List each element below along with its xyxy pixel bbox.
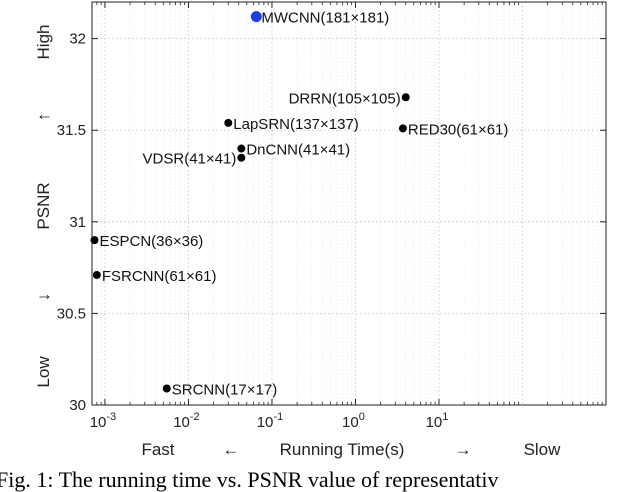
y-tick-label: 31 [69, 214, 86, 231]
data-point-marker [398, 124, 407, 133]
x-axis-fast-label: Fast [141, 440, 174, 459]
x-tick-base: 10 [173, 414, 190, 431]
data-point-label: RED30(61×61) [408, 121, 508, 138]
data-point-marker [237, 153, 246, 162]
x-tick-base: 10 [90, 414, 107, 431]
x-tick-label: 101 [426, 411, 449, 431]
x-tick-base: 10 [342, 414, 359, 431]
data-point-label: ESPCN(36×36) [100, 233, 204, 250]
figure-caption: Fig. 1: The running time vs. PSNR value … [0, 467, 498, 492]
data-point-label: SRCNN(17×17) [172, 382, 277, 399]
x-tick-exponent: 0 [359, 411, 365, 423]
x-tick-label: 10-3 [90, 411, 116, 431]
data-point-label: VDSR(41×41) [143, 151, 237, 168]
data-point-label: MWCNN(181×181) [261, 10, 389, 27]
grid-lines [92, 2, 606, 405]
y-axis-title: PSNR [34, 182, 53, 229]
data-point-marker [92, 270, 101, 279]
x-axis-title: Running Time(s) [280, 440, 405, 459]
x-axis-description: Fast ← Running Time(s) → Slow [141, 440, 561, 459]
y-axis-down-arrow: ↓ [34, 293, 53, 302]
data-point-marker [237, 144, 246, 153]
data-point-marker [250, 11, 262, 23]
plot-frame [91, 1, 607, 406]
y-axis-high-label: High [34, 25, 53, 60]
data-point-marker [224, 118, 233, 127]
y-tick-label: 32 [69, 31, 86, 48]
x-tick-label: 100 [342, 411, 365, 431]
x-tick-exponent: -1 [273, 411, 283, 423]
x-axis-right-arrow: → [455, 440, 472, 459]
y-tick-label: 30 [69, 397, 86, 414]
data-point-label: FSRCNN(61×61) [102, 268, 217, 285]
y-axis-low-label: Low [34, 356, 53, 388]
x-tick-exponent: -3 [106, 411, 116, 423]
y-tick-label: 31.5 [57, 122, 86, 139]
y-axis-description: Low ↓ PSNR ↑ High [34, 25, 53, 388]
x-tick-exponent: 1 [442, 411, 448, 423]
data-point-label: DnCNN(41×41) [246, 142, 350, 159]
x-tick-base: 10 [257, 414, 274, 431]
x-tick-label: 10-2 [173, 411, 199, 431]
x-axis-slow-label: Slow [524, 440, 562, 459]
y-axis-up-arrow: ↑ [34, 113, 53, 122]
x-axis-left-arrow: ← [223, 440, 240, 459]
data-point-marker [162, 384, 171, 393]
x-tick-base: 10 [426, 414, 443, 431]
y-tick-label: 30.5 [57, 305, 86, 322]
data-point-marker [401, 93, 410, 102]
data-point-label: LapSRN(137×137) [233, 116, 359, 133]
data-point-label: DRRN(105×105) [289, 90, 401, 107]
data-points: MWCNN(181×181) DRRN(105×105) LapSRN(137×13… [90, 10, 508, 399]
x-tick-exponent: -2 [190, 411, 200, 423]
data-point-marker [90, 236, 99, 245]
x-tick-label: 10-1 [257, 411, 283, 431]
